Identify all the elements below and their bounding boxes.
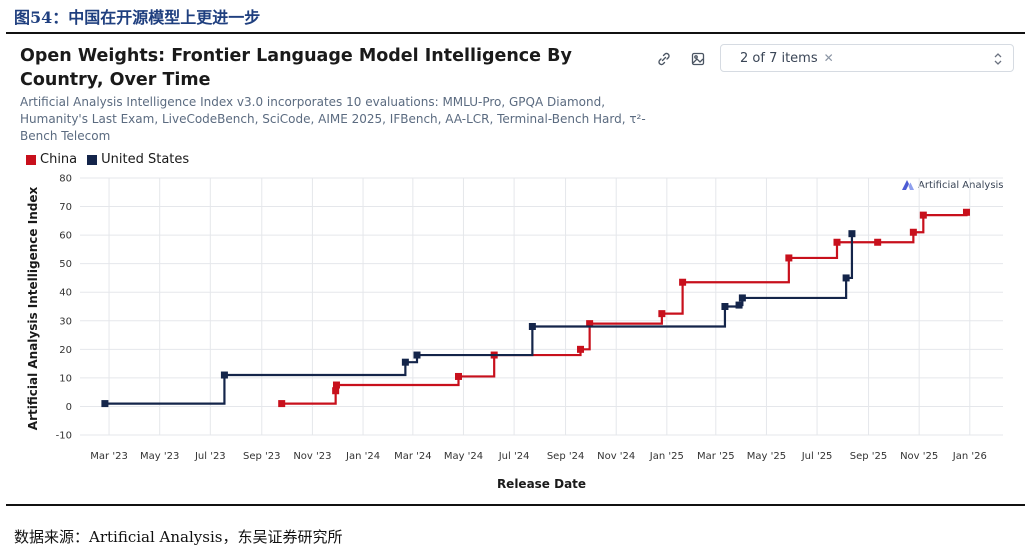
aa-logo-icon [902, 180, 914, 190]
data-point-us [848, 230, 856, 238]
x-tick-label: Nov '25 [900, 451, 938, 462]
data-point-china [874, 238, 882, 246]
x-tick-label: Jul '24 [498, 451, 530, 462]
figure-source: 数据来源：Artificial Analysis，东吴证券研究所 [14, 528, 343, 546]
x-tick-label: May '25 [747, 451, 786, 462]
x-axis-title: Release Date [497, 477, 586, 491]
data-point-china [577, 345, 585, 353]
x-tick-label: Mar '25 [697, 451, 735, 462]
legend-item-china[interactable]: China [26, 152, 77, 167]
legend-label-china: China [40, 152, 78, 167]
dropdown-arrows-icon[interactable] [993, 51, 1003, 71]
data-point-china [332, 387, 340, 395]
series-selector[interactable]: 2 of 7 items ✕ [720, 44, 1014, 72]
data-point-us [735, 301, 743, 309]
data-point-us [528, 322, 536, 330]
clear-icon[interactable]: ✕ [823, 51, 834, 65]
y-tick-label: 20 [59, 345, 72, 356]
x-tick-label: May '24 [444, 451, 483, 462]
y-tick-label: 60 [59, 231, 72, 242]
artificial-analysis-watermark: Artificial Analysis [901, 179, 1004, 191]
x-tick-label: Sep '24 [547, 451, 585, 462]
data-point-china [833, 238, 841, 246]
data-point-us [220, 371, 228, 379]
x-tick-label: May '23 [140, 451, 179, 462]
y-tick-label: -10 [56, 431, 72, 442]
image-download-icon[interactable] [687, 48, 709, 70]
legend-item-us[interactable]: United States [87, 152, 189, 167]
chart-title: Open Weights: Frontier Language Model In… [20, 46, 572, 90]
y-axis-title: Artificial Analysis Intelligence Index [26, 187, 40, 431]
x-tick-label: Nov '24 [597, 451, 635, 462]
link-icon[interactable] [653, 48, 675, 70]
watermark-text: Artificial Analysis [918, 179, 1004, 191]
y-tick-label: 30 [59, 316, 72, 327]
data-point-china [785, 254, 793, 262]
y-tick-label: 10 [59, 373, 72, 384]
data-point-china [962, 208, 970, 216]
y-tick-label: 50 [59, 259, 72, 270]
x-tick-label: Sep '25 [850, 451, 888, 462]
data-point-china [919, 211, 927, 219]
data-point-china [454, 372, 462, 380]
x-tick-label: Mar '23 [90, 451, 128, 462]
data-point-china [679, 278, 687, 286]
top-divider [6, 32, 1025, 34]
x-tick-label: Jan '25 [649, 451, 684, 462]
data-point-us [413, 351, 421, 359]
data-point-china [332, 381, 340, 389]
data-point-us [738, 294, 746, 302]
data-point-us [721, 303, 729, 310]
data-point-china [658, 310, 666, 318]
data-point-us [101, 400, 109, 408]
y-tick-label: 70 [59, 202, 72, 213]
series-line-us [104, 233, 854, 405]
chart-subtitle: Artificial Analysis Intelligence Index v… [20, 95, 646, 143]
series-line-china [281, 212, 968, 405]
y-tick-label: 0 [66, 402, 72, 413]
legend-swatch-us [87, 154, 98, 165]
selector-value: 2 of 7 items [740, 50, 818, 66]
x-tick-label: Jul '25 [801, 451, 833, 462]
chart-legend: China United States [26, 152, 189, 167]
y-tick-label: 40 [59, 288, 72, 299]
x-tick-label: Jan '24 [345, 451, 380, 462]
x-tick-label: Jan '26 [952, 451, 987, 462]
data-point-us [401, 358, 409, 366]
data-point-china [909, 228, 917, 236]
data-point-china [278, 400, 286, 408]
y-tick-label: 80 [59, 174, 72, 185]
x-tick-label: Mar '24 [394, 451, 432, 462]
figure-caption: 图54：中国在开源模型上更进一步 [14, 8, 261, 27]
legend-label-us: United States [101, 152, 190, 167]
data-point-us [842, 274, 850, 282]
x-tick-label: Nov '23 [293, 451, 331, 462]
data-point-china [586, 320, 594, 328]
bottom-divider [6, 504, 1025, 506]
legend-swatch-china [26, 154, 36, 165]
x-tick-label: Jul '23 [194, 451, 226, 462]
x-tick-label: Sep '23 [243, 451, 281, 462]
